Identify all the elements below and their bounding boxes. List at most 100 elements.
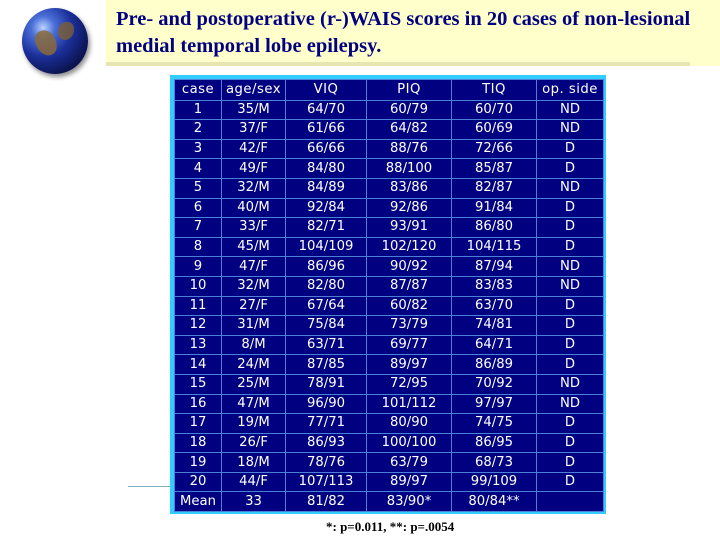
- op-side-cell: ND: [536, 177, 604, 199]
- viq-cell: 104/109: [285, 236, 367, 258]
- case-cell: 2: [174, 119, 222, 140]
- op-side-cell: ND: [536, 275, 604, 297]
- table-row: 9 47/F 86/96 90/92 87/94 ND: [174, 256, 604, 277]
- table-row: 15 25/M 78/91 72/95 70/92 ND: [174, 373, 604, 395]
- age-sex-cell: 26/F: [221, 432, 286, 454]
- piq-cell: 88/100: [366, 158, 452, 179]
- case-cell: 4: [174, 158, 222, 179]
- table-row: 17 19/M 77/71 80/90 74/75 D: [174, 413, 604, 434]
- case-cell: case: [174, 79, 222, 101]
- op-side-cell: ND: [536, 119, 604, 140]
- globe-landmass: [58, 22, 74, 40]
- table-row: 19 18/M 78/76 63/79 68/73 D: [174, 452, 604, 473]
- table-row: 6 40/M 92/84 92/86 91/84 D: [174, 197, 604, 219]
- op-side-cell: ND: [536, 393, 604, 415]
- viq-cell: 64/70: [285, 99, 367, 121]
- piq-cell: 83/86: [366, 177, 452, 199]
- case-cell: 1: [174, 99, 222, 121]
- piq-cell: 90/92: [366, 256, 452, 277]
- tiq-cell: 86/80: [451, 217, 537, 238]
- table-row: 16 47/M 96/90 101/112 97/97 ND: [174, 393, 604, 415]
- tiq-cell: 85/87: [451, 158, 537, 179]
- age-sex-cell: 33: [221, 491, 286, 513]
- op-side-cell: D: [536, 334, 604, 356]
- tiq-cell: 74/75: [451, 413, 537, 434]
- tiq-cell: 82/87: [451, 177, 537, 199]
- piq-cell: 102/120: [366, 236, 452, 258]
- piq-cell: 100/100: [366, 432, 452, 454]
- viq-cell: 75/84: [285, 315, 367, 336]
- op-side-cell: D: [536, 354, 604, 375]
- table-row: 2 37/F 61/66 64/82 60/69 ND: [174, 119, 604, 140]
- case-cell: 13: [174, 334, 222, 356]
- piq-cell: 83/90*: [366, 491, 452, 513]
- op-side-cell: ND: [536, 373, 604, 395]
- piq-cell: 63/79: [366, 452, 452, 473]
- tiq-cell: 68/73: [451, 452, 537, 473]
- case-cell: Mean: [174, 491, 222, 513]
- table-row: 20 44/F 107/113 89/97 99/109 D: [174, 471, 604, 493]
- piq-cell: 73/79: [366, 315, 452, 336]
- tiq-cell: 86/95: [451, 432, 537, 454]
- tiq-cell: 104/115: [451, 236, 537, 258]
- wais-scores-table: case age/sex VIQ PIQ TIQ op. side 1 35/M 64/70 60…: [174, 79, 604, 513]
- piq-cell: 60/79: [366, 99, 452, 121]
- piq-cell: 87/87: [366, 275, 452, 297]
- table-row: 18 26/F 86/93 100/100 86/95 D: [174, 432, 604, 454]
- viq-cell: 81/82: [285, 491, 367, 513]
- table-row: 14 24/M 87/85 89/97 86/89 D: [174, 354, 604, 375]
- tiq-cell: 87/94: [451, 256, 537, 277]
- op-side-cell: D: [536, 315, 604, 336]
- table-row: 8 45/M 104/109 102/120 104/115 D: [174, 236, 604, 258]
- age-sex-cell: 47/F: [221, 256, 286, 277]
- tiq-cell: 99/109: [451, 471, 537, 493]
- case-cell: 8: [174, 236, 222, 258]
- op-side-cell: D: [536, 471, 604, 493]
- piq-cell: 88/76: [366, 138, 452, 160]
- viq-cell: 63/71: [285, 334, 367, 356]
- piq-cell: 89/97: [366, 354, 452, 375]
- age-sex-cell: 35/M: [221, 99, 286, 121]
- case-cell: 19: [174, 452, 222, 473]
- case-cell: 20: [174, 471, 222, 493]
- tiq-cell: 60/69: [451, 119, 537, 140]
- op-side-cell: D: [536, 432, 604, 454]
- table-row: 11 27/F 67/64 60/82 63/70 D: [174, 295, 604, 317]
- viq-cell: 96/90: [285, 393, 367, 415]
- age-sex-cell: age/sex: [221, 79, 286, 101]
- viq-cell: 87/85: [285, 354, 367, 375]
- case-cell: 15: [174, 373, 222, 395]
- tiq-cell: 83/83: [451, 275, 537, 297]
- age-sex-cell: 33/F: [221, 217, 286, 238]
- viq-cell: 92/84: [285, 197, 367, 219]
- op-side-cell: D: [536, 236, 604, 258]
- age-sex-cell: 42/F: [221, 138, 286, 160]
- case-cell: 11: [174, 295, 222, 317]
- op-side-cell: D: [536, 158, 604, 179]
- tiq-cell: 63/70: [451, 295, 537, 317]
- op-side-cell: D: [536, 217, 604, 238]
- piq-cell: 69/77: [366, 334, 452, 356]
- viq-cell: 77/71: [285, 413, 367, 434]
- piq-cell: 101/112: [366, 393, 452, 415]
- wais-table-container: case age/sex VIQ PIQ TIQ op. side 1 35/M 64/70 60…: [174, 79, 604, 513]
- slide-title: Pre- and postoperative (r-)WAIS scores i…: [116, 8, 691, 57]
- op-side-cell: D: [536, 452, 604, 473]
- divider-line: [128, 486, 172, 487]
- viq-cell: 84/80: [285, 158, 367, 179]
- table-row: 7 33/F 82/71 93/91 86/80 D: [174, 217, 604, 238]
- piq-cell: 89/97: [366, 471, 452, 493]
- age-sex-cell: 24/M: [221, 354, 286, 375]
- table-row: 13 8/M 63/71 69/77 64/71 D: [174, 334, 604, 356]
- piq-cell: 64/82: [366, 119, 452, 140]
- viq-cell: 86/93: [285, 432, 367, 454]
- case-cell: 16: [174, 393, 222, 415]
- table-row: 3 42/F 66/66 88/76 72/66 D: [174, 138, 604, 160]
- case-cell: 7: [174, 217, 222, 238]
- viq-cell: 67/64: [285, 295, 367, 317]
- age-sex-cell: 32/M: [221, 275, 286, 297]
- tiq-cell: 70/92: [451, 373, 537, 395]
- table-row: 5 32/M 84/89 83/86 82/87 ND: [174, 177, 604, 199]
- piq-cell: PIQ: [366, 79, 452, 101]
- age-sex-cell: 45/M: [221, 236, 286, 258]
